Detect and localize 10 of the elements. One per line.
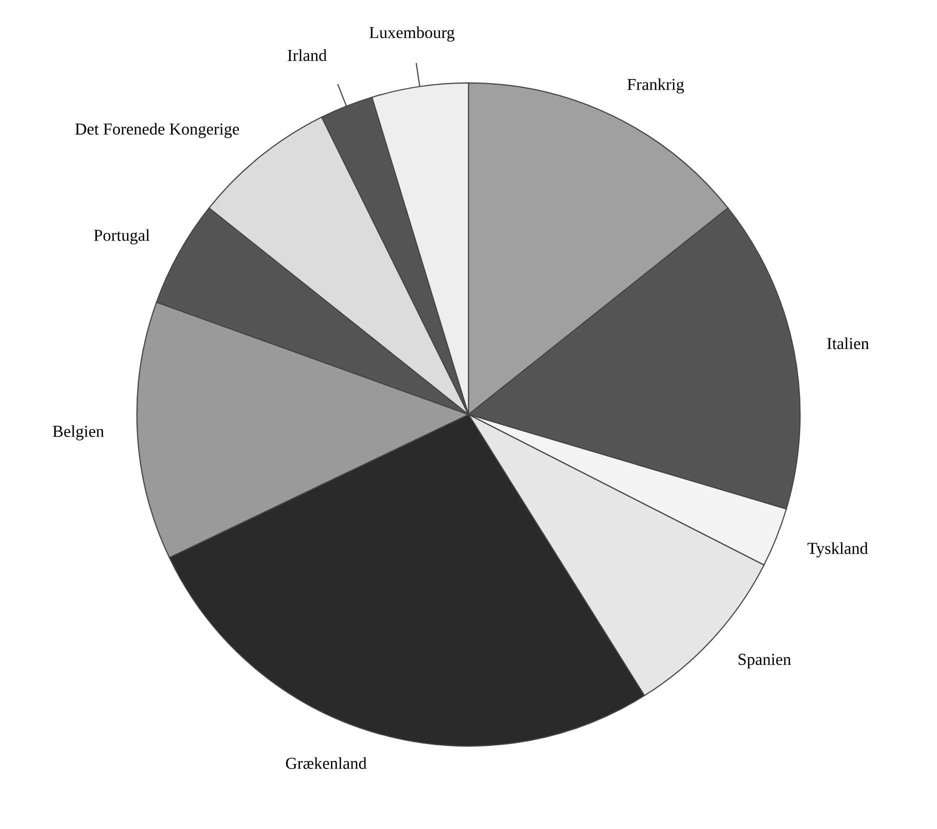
slice-label: Det Forenede Kongerige bbox=[75, 122, 239, 138]
slice-label: Spanien bbox=[738, 654, 791, 668]
slice-label: Grækenland bbox=[286, 757, 367, 769]
slice-label: Tyskland bbox=[808, 542, 868, 558]
slice-label: Italien bbox=[827, 337, 869, 350]
slice-label: Belgien bbox=[52, 425, 104, 440]
slice-label: Luxembourg bbox=[369, 26, 454, 42]
slice-label: Irland bbox=[288, 49, 327, 62]
slice-label: Frankrig bbox=[627, 78, 684, 94]
slice-label: Portugal bbox=[94, 229, 150, 244]
